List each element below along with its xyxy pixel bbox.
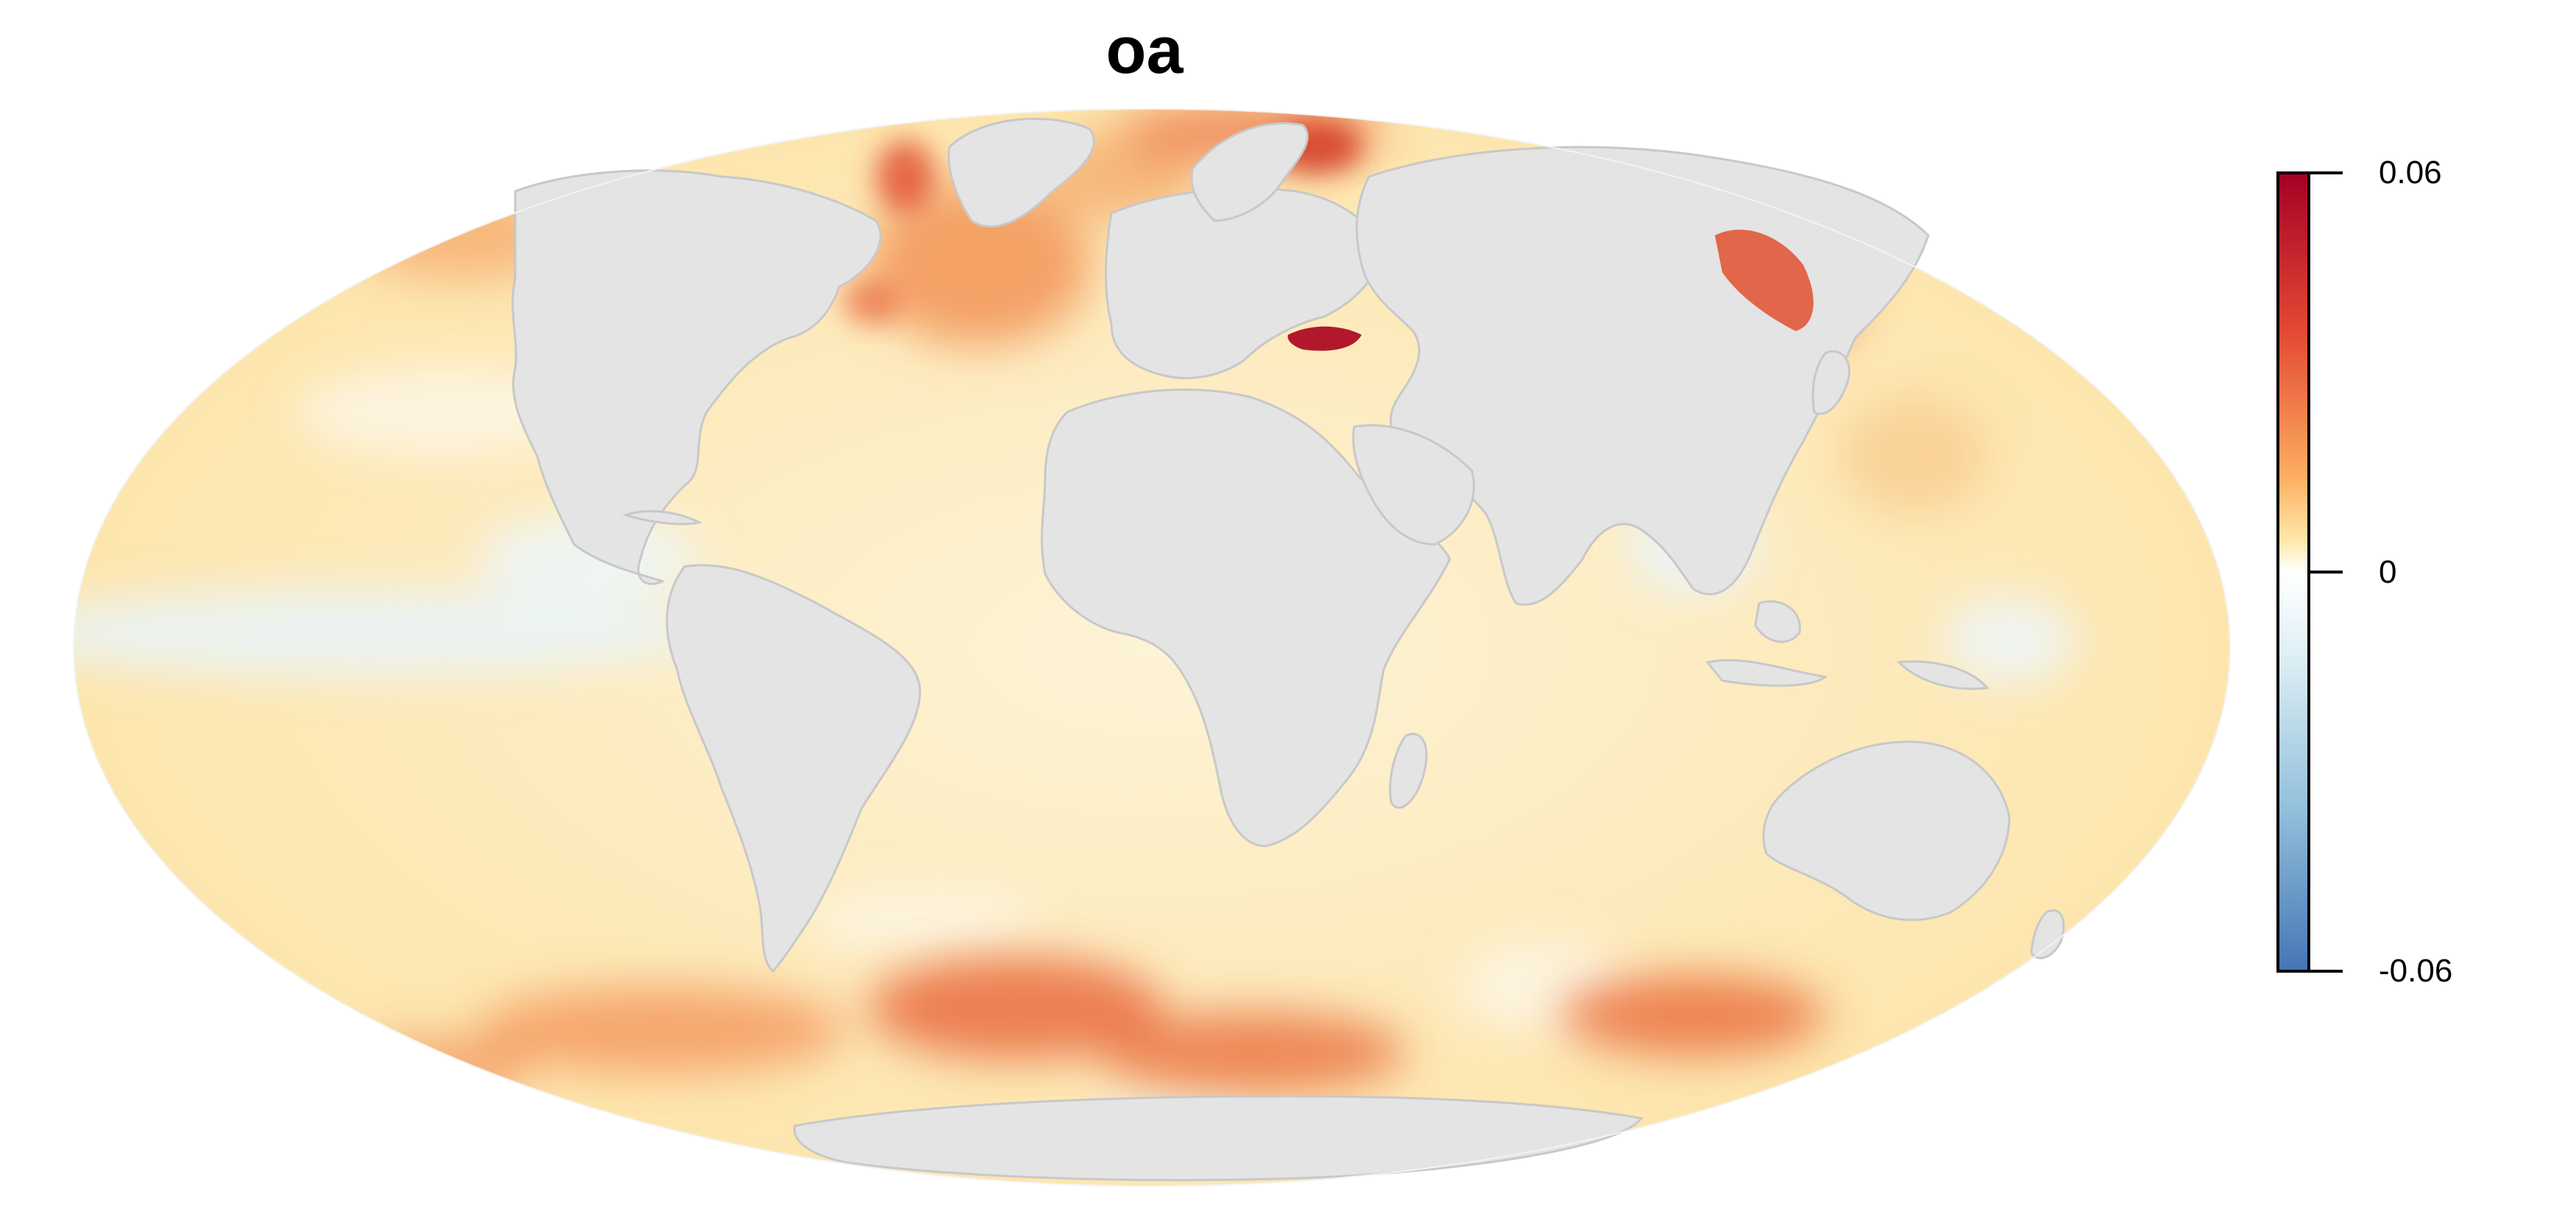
land-madagascar — [1389, 733, 1428, 809]
land-australia — [1762, 740, 2011, 921]
land-antarctica — [793, 1095, 1643, 1182]
land-borneo — [1754, 600, 1801, 643]
colorbar-ticks — [2309, 171, 2343, 973]
okhotsk-hotspot — [1715, 230, 1814, 331]
colorbar-tick-label: -0.06 — [2379, 953, 2453, 989]
land-greenland — [947, 117, 1095, 228]
colorbar — [2276, 171, 2343, 973]
colorbar-gradient — [2276, 171, 2310, 973]
colorbar-tick-label: 0.06 — [2379, 155, 2442, 191]
black-sea-hotspot — [1287, 326, 1362, 351]
land-europe — [1105, 187, 1385, 380]
land-japan — [1811, 349, 1851, 415]
land-indonesia — [1705, 659, 1828, 687]
colorbar-tick-label: 0 — [2379, 553, 2397, 590]
land-africa — [1041, 388, 1451, 848]
land-north-america — [511, 169, 882, 586]
map-title: oa — [1105, 14, 1183, 88]
land-arabia — [1352, 424, 1476, 546]
land-south-america — [665, 564, 921, 973]
land-caribbean — [622, 510, 703, 525]
globe-outline — [73, 108, 2231, 1187]
land-scandinavia — [1190, 122, 1309, 222]
land-new-guinea — [1896, 660, 1989, 690]
ocean-hotspots — [1287, 230, 1814, 351]
land-new-zealand — [2030, 909, 2065, 959]
